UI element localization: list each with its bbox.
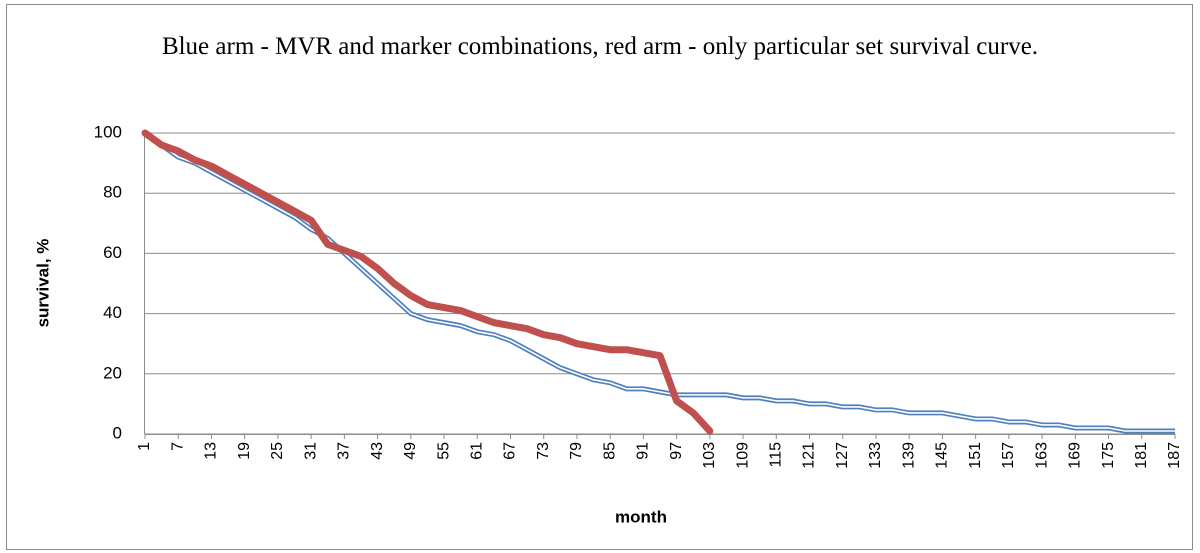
x-tick-label: 37	[336, 442, 353, 460]
x-tick-label: 139	[900, 442, 917, 469]
x-tick-label: 79	[568, 442, 585, 460]
x-tick-label: 85	[601, 442, 618, 460]
x-tick-label: 73	[535, 442, 552, 460]
x-tick-label: 19	[236, 442, 253, 460]
x-axis-label: month	[615, 507, 667, 526]
x-tick-label: 157	[1000, 442, 1017, 469]
y-tick-label: 60	[103, 243, 122, 262]
x-tick-label: 145	[934, 442, 951, 469]
x-tick-label: 67	[502, 442, 519, 460]
x-tick-label: 133	[867, 442, 884, 469]
chart-title: Blue arm - MVR and marker combinations, …	[161, 33, 1039, 60]
x-tick-label: 121	[801, 442, 818, 469]
y-axis-label: survival, %	[33, 239, 52, 328]
y-tick-label: 0	[113, 423, 122, 442]
x-tick-label: 109	[734, 442, 751, 469]
x-tick-label: 13	[203, 442, 220, 460]
chart-border	[6, 4, 1193, 550]
line-series	[141, 129, 714, 435]
y-tick-label: 20	[103, 363, 122, 382]
x-tick-label: 43	[369, 442, 386, 460]
x-tick-label: 7	[169, 442, 186, 451]
x-tick-label: 169	[1067, 442, 1084, 469]
x-tick-label: 61	[468, 442, 485, 460]
y-tick-label: 80	[103, 183, 122, 202]
x-tick-label: 151	[967, 442, 984, 469]
x-tick-label: 115	[768, 442, 785, 468]
x-tick-label: 25	[269, 442, 286, 460]
x-tick-label: 175	[1100, 442, 1117, 469]
x-tick-label: 103	[701, 442, 718, 469]
x-tick-label: 1	[136, 442, 153, 451]
x-tick-label: 163	[1033, 442, 1050, 469]
x-tick-label: 187	[1166, 442, 1183, 469]
x-tick-label: 181	[1133, 442, 1150, 469]
x-tick-label: 49	[402, 442, 419, 460]
y-tick-label: 40	[103, 303, 122, 322]
x-tick-label: 55	[435, 442, 452, 460]
x-tick-label: 31	[302, 442, 319, 460]
x-tick-label: 91	[635, 442, 652, 460]
y-tick-label: 100	[94, 122, 122, 141]
x-tick-label: 97	[668, 442, 685, 460]
x-tick-label: 127	[834, 442, 851, 469]
